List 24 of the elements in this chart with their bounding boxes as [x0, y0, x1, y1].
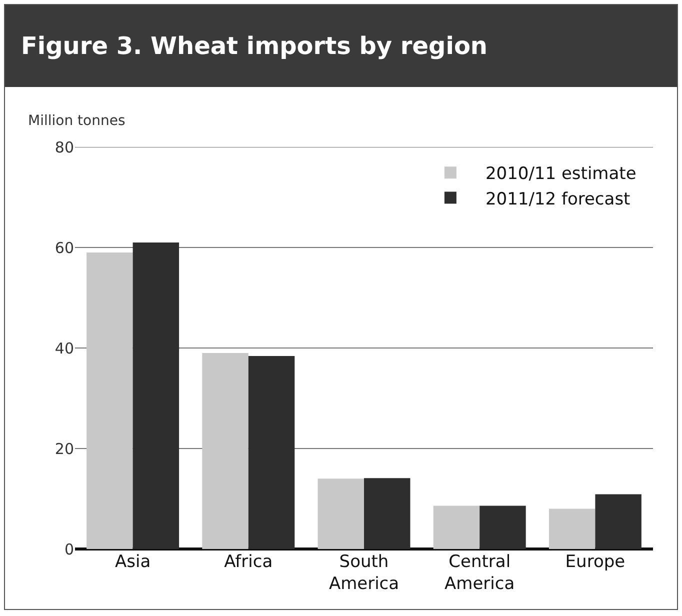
bar [364, 478, 410, 549]
chart-title: Figure 3. Wheat imports by region [5, 5, 677, 87]
y-tick-label: 80 [54, 138, 74, 156]
y-tick-label: 0 [64, 540, 74, 558]
bar [548, 508, 596, 549]
bar [433, 506, 480, 549]
bar [595, 494, 642, 549]
y-tick-label: 40 [54, 339, 74, 358]
x-tick-label: Europe [565, 552, 626, 572]
bar [202, 353, 248, 549]
bar [86, 252, 133, 549]
y-tick-label: 60 [54, 238, 74, 257]
y-axis-title: Million tonnes [28, 113, 126, 129]
x-tick-label: Africa [224, 552, 273, 572]
x-tick-label: Central America [444, 552, 515, 594]
x-tick-label: Asia [114, 552, 151, 572]
bar [480, 506, 526, 549]
legend-label: 2010/11 estimate [485, 164, 636, 184]
x-tick-label: South America [328, 552, 400, 594]
bar [132, 242, 180, 549]
legend-label: 2011/12 forecast [485, 189, 631, 210]
bar [248, 356, 295, 549]
bar [318, 478, 364, 549]
y-tick-label: 20 [54, 440, 74, 458]
